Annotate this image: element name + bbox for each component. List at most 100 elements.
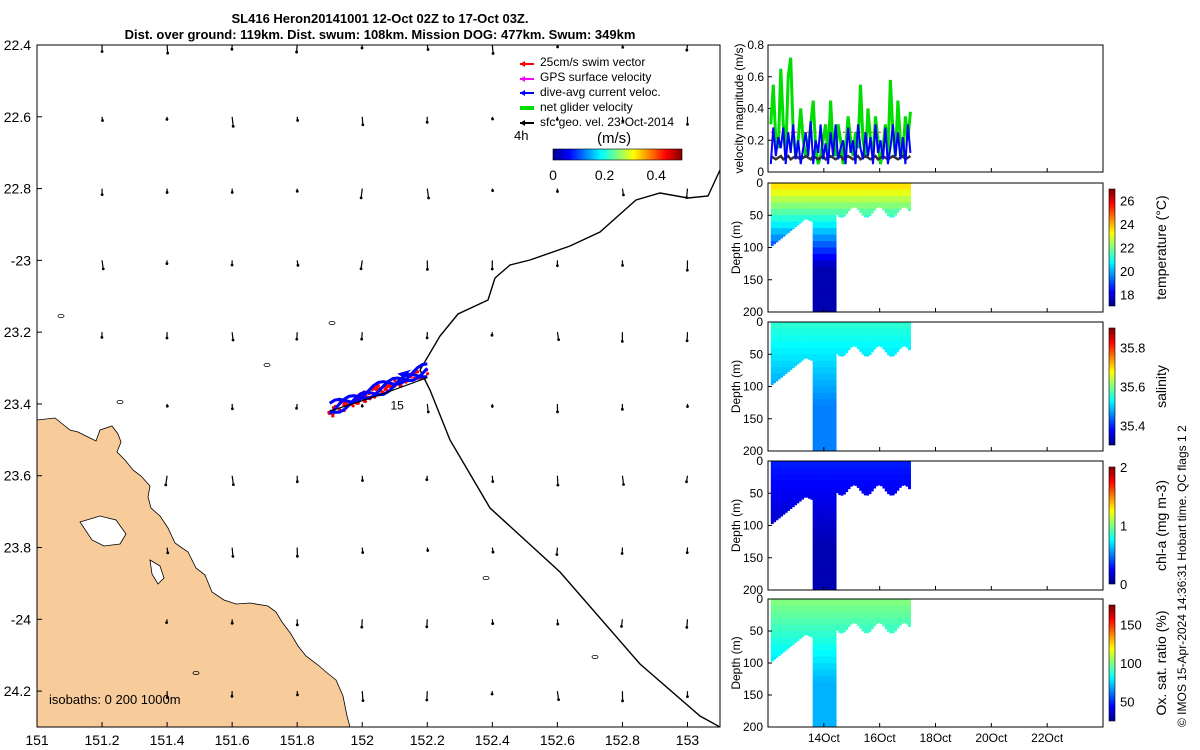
- section-cell: [826, 279, 830, 287]
- depth-tick-label: 100: [743, 519, 763, 533]
- section-cell: [826, 663, 830, 670]
- section-cell: [777, 334, 781, 342]
- section-cell: [784, 637, 788, 645]
- section-cell: [903, 605, 907, 613]
- section-cell: [824, 551, 828, 559]
- section-cell: [817, 525, 821, 533]
- section-cell: [775, 354, 779, 362]
- section-cell: [849, 605, 853, 613]
- section-cell: [789, 506, 793, 510]
- section-cell: [789, 605, 793, 613]
- section-cell: [821, 663, 825, 670]
- section-cell: [863, 631, 867, 634]
- section-cell: [784, 328, 788, 336]
- section-cell: [780, 599, 784, 606]
- section-cell: [791, 486, 795, 494]
- section-cell: [852, 611, 856, 619]
- section-cell: [801, 347, 804, 355]
- section-cell: [824, 473, 828, 481]
- section-cell: [877, 195, 881, 203]
- section-cell: [824, 544, 828, 552]
- section-cell: [887, 322, 891, 329]
- section-cell: [812, 480, 816, 488]
- section-cell: [812, 624, 816, 632]
- section-cell: [808, 624, 811, 632]
- section-cell: [814, 444, 818, 452]
- section-cell: [782, 195, 786, 203]
- section-cell: [821, 650, 825, 658]
- section-cell: [817, 618, 821, 626]
- section-cell: [873, 473, 877, 481]
- section-cell: [833, 412, 837, 420]
- section-cell: [901, 322, 904, 329]
- section-cell: [812, 234, 816, 242]
- geo-vector-head: [230, 407, 234, 411]
- section-cell: [819, 701, 823, 709]
- section-cell: [831, 669, 835, 677]
- section-cell: [821, 675, 825, 683]
- section-cell: [814, 570, 818, 578]
- section-cell: [814, 544, 818, 552]
- geo-vector-head: [490, 692, 494, 696]
- geo-vector-head: [686, 405, 689, 408]
- section-cell: [805, 467, 809, 475]
- section-cell: [835, 624, 839, 631]
- section-cell: [831, 707, 835, 715]
- geo-vector-head: [426, 48, 430, 51]
- section-cell: [880, 183, 884, 190]
- section-cell: [903, 328, 907, 336]
- section-cell: [812, 418, 816, 426]
- section-cell: [861, 341, 865, 349]
- section-cell: [794, 208, 797, 216]
- section-cell: [812, 688, 816, 696]
- section-cell: [819, 386, 823, 394]
- section-colorbar: [1108, 466, 1116, 585]
- section-cell: [861, 624, 865, 632]
- map-ytick-label: -23: [11, 252, 31, 268]
- section-cell: [889, 473, 893, 481]
- section-cell: [826, 570, 830, 578]
- section-cell: [835, 467, 839, 475]
- section-cell: [826, 525, 830, 533]
- section-cell: [801, 202, 804, 210]
- section-cell: [842, 347, 846, 355]
- section-cell: [880, 334, 884, 342]
- map-xtick-label: 152.6: [540, 732, 575, 748]
- section-cell: [817, 650, 821, 658]
- section-cell: [894, 183, 898, 190]
- section-cell: [831, 538, 835, 546]
- section-cell: [780, 643, 784, 651]
- section-cell: [861, 322, 865, 329]
- section-cell: [896, 195, 900, 203]
- section-cell: [831, 234, 835, 242]
- geo-vector-head: [361, 699, 365, 702]
- section-cell: [889, 631, 893, 634]
- section-cell: [814, 506, 818, 514]
- section-cell: [817, 720, 821, 728]
- section-cell: [908, 480, 911, 488]
- section-cell: [852, 195, 856, 203]
- section-cell: [798, 215, 802, 223]
- section-cell: [805, 189, 809, 197]
- section-cell: [794, 461, 797, 468]
- section-cell: [826, 380, 830, 387]
- section-cell: [824, 273, 828, 281]
- section-cell: [814, 228, 818, 236]
- map-xtick-label: 152: [351, 732, 375, 748]
- section-cell: [833, 234, 837, 242]
- map-xtick-label: 151: [25, 732, 49, 748]
- section-cell: [833, 624, 837, 632]
- section-cell: [821, 418, 825, 426]
- section-cell: [791, 493, 795, 501]
- section-cell: [856, 461, 860, 468]
- section-cell: [801, 208, 804, 216]
- section-cell: [791, 360, 795, 368]
- section-cell: [817, 656, 821, 664]
- geo-vector-head: [620, 624, 623, 628]
- section-cell: [821, 506, 825, 514]
- section-cell: [812, 266, 816, 274]
- section-cell: [891, 631, 895, 634]
- section-cell: [805, 493, 809, 498]
- section-cell: [877, 461, 881, 468]
